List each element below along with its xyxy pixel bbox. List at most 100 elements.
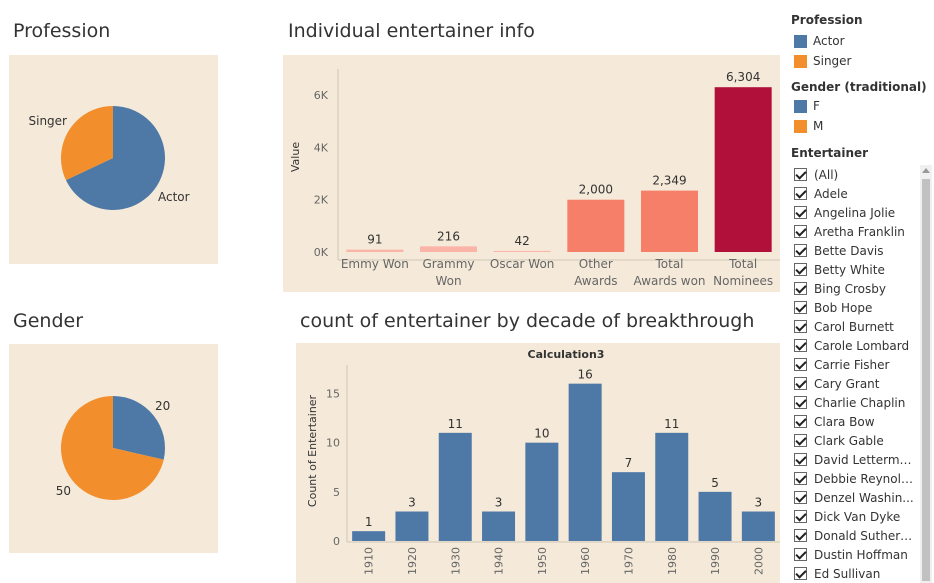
- checkbox-checked[interactable]: [794, 434, 807, 447]
- scrollbar-thumb[interactable]: [922, 179, 930, 581]
- entertainer-filter-item[interactable]: Adele: [794, 184, 919, 203]
- entertainer-label: David Letterman: [814, 452, 914, 467]
- bar[interactable]: [714, 87, 772, 252]
- data-label: 7: [625, 456, 633, 470]
- entertainer-filter-item[interactable]: Dick Van Dyke: [794, 507, 919, 526]
- pie-slice-f[interactable]: [113, 396, 165, 460]
- legend-item-f[interactable]: F: [794, 99, 820, 113]
- x-tick-label: Emmy Won: [341, 257, 409, 271]
- bar[interactable]: [641, 190, 698, 252]
- checkbox-checked[interactable]: [794, 320, 807, 333]
- legend-item-actor[interactable]: Actor: [794, 34, 845, 48]
- entertainer-filter-item[interactable]: Ed Sullivan: [794, 564, 919, 583]
- entertainer-filter-item[interactable]: Debbie Reynolds: [794, 469, 919, 488]
- entertainer-filter-item[interactable]: Clark Gable: [794, 431, 919, 450]
- pie-slice-actor[interactable]: [65, 106, 165, 210]
- entertainer-label: Clark Gable: [814, 433, 884, 448]
- checkbox-checked[interactable]: [794, 168, 807, 181]
- entertainer-filter-item[interactable]: Bette Davis: [794, 241, 919, 260]
- checkbox-checked[interactable]: [794, 548, 807, 561]
- bar[interactable]: [655, 432, 689, 541]
- entertainer-filter-item[interactable]: Bob Hope: [794, 298, 919, 317]
- checkbox-checked[interactable]: [794, 529, 807, 542]
- pie-slice-singer[interactable]: [60, 106, 113, 181]
- bar[interactable]: [698, 491, 732, 541]
- bar[interactable]: [611, 472, 645, 541]
- entertainer-filter-item[interactable]: David Letterman: [794, 450, 919, 469]
- entertainer-filter-item[interactable]: Charlie Chaplin: [794, 393, 919, 412]
- bar[interactable]: [395, 511, 429, 542]
- entertainer-filter-item[interactable]: Dustin Hoffman: [794, 545, 919, 564]
- entertainer-label: Charlie Chaplin: [814, 395, 906, 410]
- entertainer-label: Aretha Franklin: [814, 224, 905, 239]
- bar[interactable]: [567, 199, 625, 252]
- checkbox-checked[interactable]: [794, 567, 807, 580]
- checkbox-checked[interactable]: [794, 225, 807, 238]
- checkbox-checked[interactable]: [794, 282, 807, 295]
- checkbox-checked[interactable]: [794, 187, 807, 200]
- bar[interactable]: [741, 511, 775, 542]
- checkbox-checked[interactable]: [794, 301, 807, 314]
- checkbox-checked[interactable]: [794, 510, 807, 523]
- entertainer-filter-heading: Entertainer: [791, 146, 869, 160]
- entertainer-filter-item[interactable]: Carole Lombard: [794, 336, 919, 355]
- profession-pie-chart[interactable]: Actor Singer: [9, 55, 218, 264]
- decade-bar-panel: Calculation3 0 5 10 15 Count of Entertainer 1 1…: [296, 343, 780, 583]
- entertainer-filter-item[interactable]: Cary Grant: [794, 374, 919, 393]
- checkbox-checked[interactable]: [794, 206, 807, 219]
- entertainer-label: Cary Grant: [814, 376, 880, 391]
- bar[interactable]: [482, 511, 516, 542]
- x-tick-label: Awards: [574, 274, 617, 288]
- x-tick-label: 1960: [579, 547, 592, 575]
- checkbox-checked[interactable]: [794, 415, 807, 428]
- entertainer-list-scrollbar[interactable]: [920, 165, 932, 583]
- legend-item-singer[interactable]: Singer: [794, 54, 852, 68]
- entertainer-label: Bette Davis: [814, 243, 884, 258]
- bar[interactable]: [438, 432, 472, 541]
- entertainer-filter-item[interactable]: Angelina Jolie: [794, 203, 919, 222]
- data-label: 11: [664, 417, 679, 431]
- checkbox-checked[interactable]: [794, 377, 807, 390]
- y-tick-label: 6K: [314, 89, 329, 102]
- awards-bar-chart[interactable]: 0K 2K 4K 6K Value 91 Emmy Won 216 Grammy Won 42 Osc…: [283, 55, 780, 292]
- entertainer-filter-item[interactable]: Betty White: [794, 260, 919, 279]
- data-label: 2,000: [579, 183, 613, 197]
- legend-item-m[interactable]: M: [794, 119, 823, 133]
- checkbox-checked[interactable]: [794, 339, 807, 352]
- bar[interactable]: [568, 383, 602, 541]
- bar[interactable]: [346, 249, 404, 252]
- entertainer-filter-item[interactable]: Aretha Franklin: [794, 222, 919, 241]
- legend-swatch: [794, 54, 807, 68]
- entertainer-filter-item[interactable]: Carol Burnett: [794, 317, 919, 336]
- entertainer-filter-item[interactable]: Clara Bow: [794, 412, 919, 431]
- checkbox-checked[interactable]: [794, 396, 807, 409]
- y-axis-title: Value: [289, 142, 302, 172]
- bar[interactable]: [352, 531, 386, 541]
- entertainer-filter-item[interactable]: Donald Sutherl...: [794, 526, 919, 545]
- legend-swatch: [794, 119, 807, 133]
- entertainer-filter-item[interactable]: Bing Crosby: [794, 279, 919, 298]
- scroll-up-arrow-icon[interactable]: [920, 165, 932, 177]
- bar[interactable]: [420, 246, 477, 252]
- entertainer-label: Donald Sutherl...: [814, 528, 914, 543]
- pie-slice-m[interactable]: [61, 396, 164, 500]
- bar[interactable]: [493, 250, 551, 252]
- entertainer-filter-item[interactable]: (All): [794, 165, 919, 184]
- entertainer-label: Denzel Washin...: [814, 490, 914, 505]
- checkbox-checked[interactable]: [794, 453, 807, 466]
- pie-slice-label: Singer: [29, 114, 68, 128]
- bar[interactable]: [525, 442, 559, 541]
- x-tick-label: 1970: [622, 547, 635, 575]
- entertainer-filter-item[interactable]: Denzel Washin...: [794, 488, 919, 507]
- checkbox-checked[interactable]: [794, 491, 807, 504]
- checkbox-checked[interactable]: [794, 358, 807, 371]
- checkbox-checked[interactable]: [794, 263, 807, 276]
- entertainer-filter-item[interactable]: Carrie Fisher: [794, 355, 919, 374]
- checkbox-checked[interactable]: [794, 244, 807, 257]
- x-tick-label: 1950: [536, 547, 549, 575]
- y-tick-label: 10: [326, 437, 340, 450]
- checkbox-checked[interactable]: [794, 472, 807, 485]
- entertainer-label: Bing Crosby: [814, 281, 886, 296]
